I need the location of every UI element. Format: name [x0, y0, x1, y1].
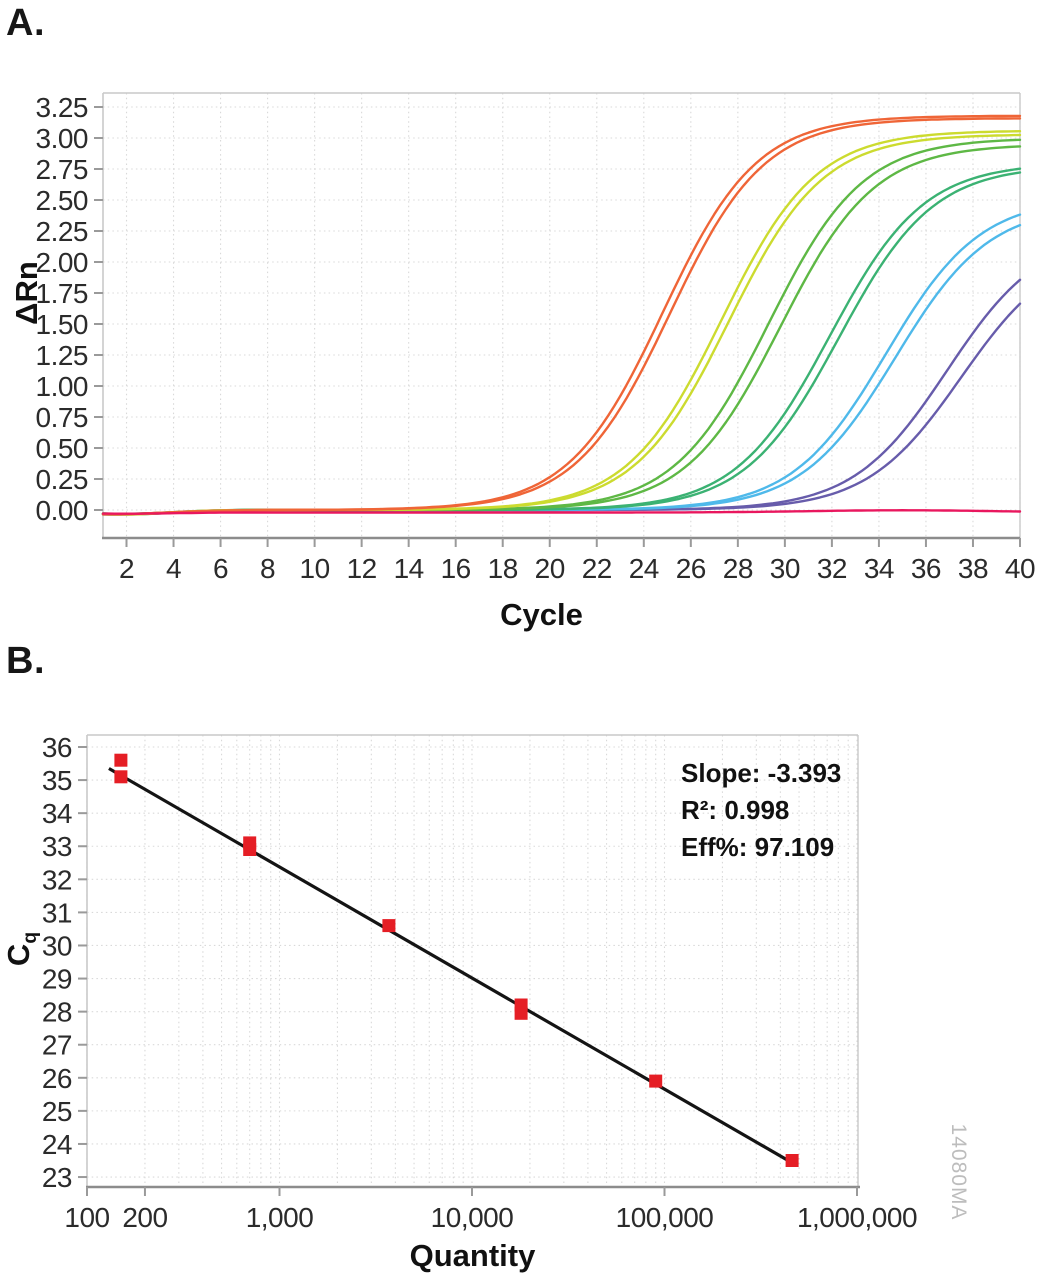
svg-text:8: 8 [260, 553, 275, 584]
svg-text:1,000: 1,000 [246, 1202, 314, 1233]
svg-text:34: 34 [864, 553, 894, 584]
panel-a-grid [103, 93, 1021, 538]
svg-text:200: 200 [122, 1202, 167, 1233]
svg-text:1.75: 1.75 [36, 278, 89, 309]
svg-text:4: 4 [166, 553, 181, 584]
svg-text:22: 22 [582, 553, 612, 584]
svg-text:34: 34 [42, 798, 72, 829]
svg-text:35: 35 [42, 765, 72, 796]
cq-label-base: C [1, 943, 36, 967]
curve-std-700-rep2 [101, 223, 1022, 516]
panel-a-label: A. [6, 2, 45, 44]
panel-b-y-axis-title: Cq [1, 914, 42, 984]
data-point [649, 1074, 663, 1088]
curve-std-18000-rep1 [101, 138, 1022, 516]
data-point [514, 1006, 528, 1020]
curve-std-3700-rep1 [101, 167, 1022, 516]
panel-a-x-axis-title: Cycle [500, 597, 583, 632]
svg-text:2.25: 2.25 [36, 216, 89, 247]
svg-text:1.00: 1.00 [36, 371, 89, 402]
svg-text:2.00: 2.00 [36, 247, 89, 278]
data-point [382, 919, 396, 933]
figure-watermark: 14080MA [947, 1123, 970, 1221]
panel-a-y-ticks: 0.000.250.500.751.001.251.501.752.002.25… [36, 92, 103, 526]
svg-text:100: 100 [64, 1202, 109, 1233]
svg-text:32: 32 [817, 553, 847, 584]
svg-text:16: 16 [441, 553, 471, 584]
svg-text:1.50: 1.50 [36, 309, 89, 340]
stat-slope: Slope: -3.393 [681, 758, 842, 788]
panel-b-grid [86, 735, 858, 1187]
svg-text:10,000: 10,000 [431, 1202, 514, 1233]
fit-line [108, 767, 795, 1166]
svg-text:2.50: 2.50 [36, 185, 89, 216]
svg-text:0.75: 0.75 [36, 402, 89, 433]
svg-text:24: 24 [629, 553, 659, 584]
svg-text:18: 18 [488, 553, 518, 584]
svg-text:2: 2 [119, 553, 134, 584]
curve-std-150-rep2 [101, 302, 1022, 515]
svg-text:14: 14 [394, 553, 424, 584]
svg-text:12: 12 [347, 553, 377, 584]
stat-r2: R²: 0.998 [681, 795, 790, 825]
cq-label-sub: q [20, 931, 42, 944]
panel-b-x-ticks: 100 200 1,000 10,000 100,000 1,000,000 [64, 1187, 918, 1233]
curve-std-3700-rep2 [101, 171, 1022, 516]
svg-text:31: 31 [42, 897, 72, 928]
panel-b-x-axis-title: Quantity [409, 1238, 536, 1273]
svg-text:26: 26 [676, 553, 706, 584]
svg-text:0.50: 0.50 [36, 433, 89, 464]
svg-text:38: 38 [958, 553, 988, 584]
svg-text:30: 30 [770, 553, 800, 584]
svg-text:1.25: 1.25 [36, 340, 89, 371]
svg-text:24: 24 [42, 1129, 72, 1160]
standard-curve-points [114, 753, 799, 1167]
panel-a-curves [101, 114, 1022, 516]
svg-text:36: 36 [911, 553, 941, 584]
panel-a-y-axis-title: ΔRn [9, 261, 44, 325]
data-point [114, 770, 128, 784]
svg-text:33: 33 [42, 831, 72, 862]
panel-a-x-ticks: 2 4 6 8 10 12 14 16 18 20 22 24 26 28 30 32 34 36 38 40 [119, 538, 1036, 584]
svg-text:3.25: 3.25 [36, 92, 89, 123]
svg-text:2.75: 2.75 [36, 154, 89, 185]
svg-text:27: 27 [42, 1030, 72, 1061]
svg-text:0.25: 0.25 [36, 464, 89, 495]
data-point [114, 753, 128, 767]
svg-text:20: 20 [535, 553, 565, 584]
svg-text:29: 29 [42, 964, 72, 995]
svg-text:40: 40 [1005, 553, 1035, 584]
curve-no-template-control [101, 509, 1022, 515]
stat-eff: Eff%: 97.109 [681, 832, 835, 862]
curve-std-460000-rep1 [101, 114, 1022, 516]
svg-text:32: 32 [42, 864, 72, 895]
svg-text:100,000: 100,000 [616, 1202, 714, 1233]
svg-text:3.00: 3.00 [36, 123, 89, 154]
svg-text:1,000,000: 1,000,000 [797, 1202, 917, 1233]
curve-std-18000-rep2 [101, 145, 1022, 515]
svg-text:10: 10 [300, 553, 330, 584]
data-point [785, 1154, 799, 1167]
curve-std-90000-rep2 [101, 133, 1022, 516]
svg-text:0.00: 0.00 [36, 495, 89, 526]
svg-text:25: 25 [42, 1096, 72, 1127]
svg-text:28: 28 [42, 997, 72, 1028]
panel-b-label: B. [6, 640, 45, 682]
curve-std-90000-rep1 [101, 130, 1022, 516]
svg-text:30: 30 [42, 930, 72, 961]
svg-text:6: 6 [213, 553, 228, 584]
svg-text:23: 23 [42, 1162, 72, 1193]
standard-curve-stats: Slope: -3.393 R²: 0.998 Eff%: 97.109 [681, 755, 841, 866]
svg-text:36: 36 [42, 732, 72, 763]
panel-a-plot: 0.000.250.500.751.001.251.501.752.002.25… [36, 92, 1036, 584]
data-point [243, 843, 257, 856]
svg-text:26: 26 [42, 1063, 72, 1094]
svg-text:28: 28 [723, 553, 753, 584]
